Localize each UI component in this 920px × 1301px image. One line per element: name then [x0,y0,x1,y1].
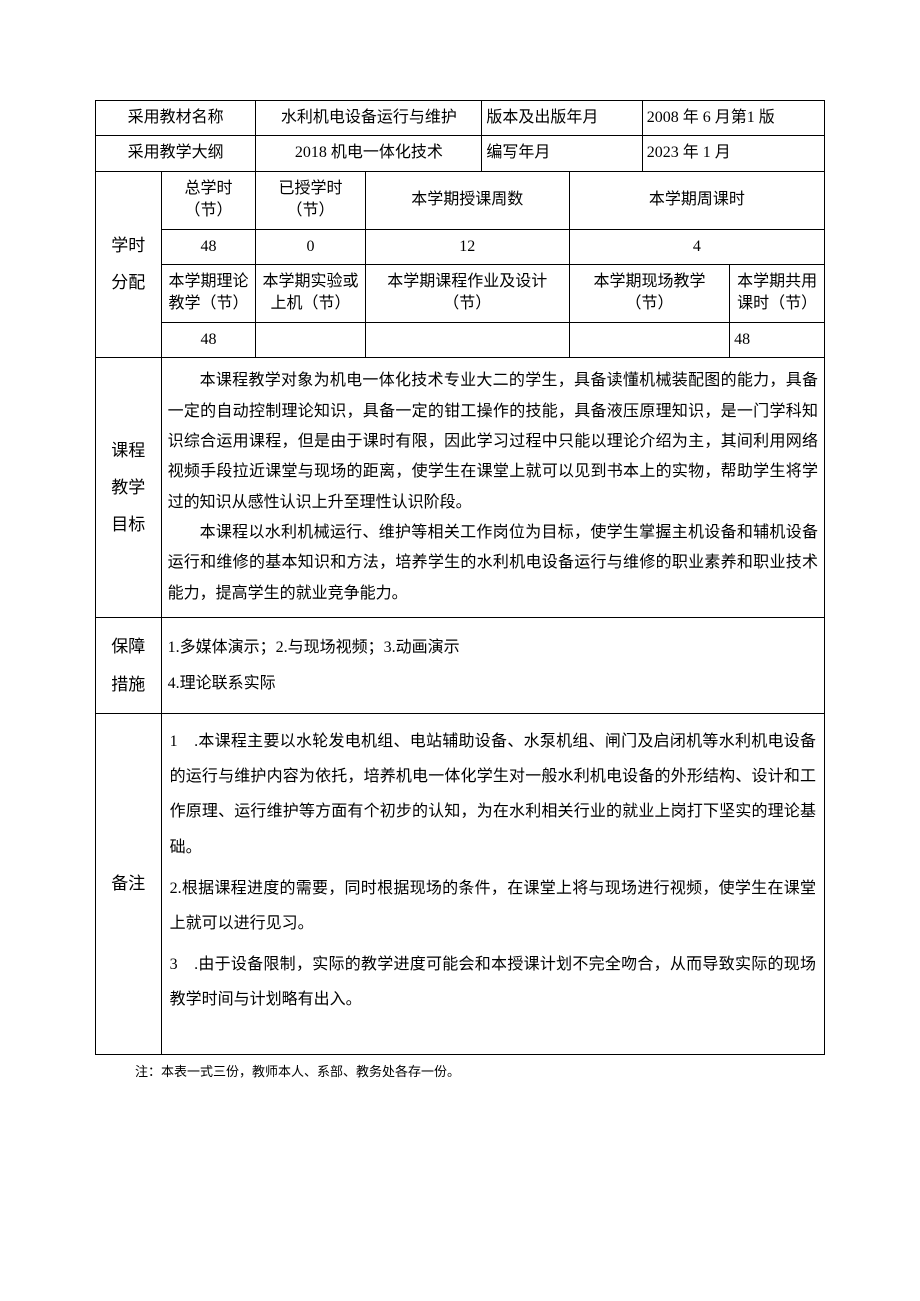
theory-hours-value: 48 [161,322,256,357]
edition-value: 2008 年 6 月第1 版 [642,101,824,136]
remark-item-2: 2.根据课程进度的需要，同时根据现场的条件，在课堂上将与现场进行视频，使学生在课… [170,871,816,941]
lab-hours-value [256,322,365,357]
syllabus-label: 采用教学大纲 [96,136,256,171]
weekly-hours-value: 4 [569,229,824,264]
goal-paragraph-1: 本课程教学对象为机电一体化技术专业大二的学生，具备读懂机械装配图的能力，具备一定… [162,358,824,518]
edition-label: 版本及出版年月 [482,101,642,136]
table-row: 备注 1 .本课程主要以水轮发电机组、电站辅助设备、水泵机组、闸门及启闭机等水利… [96,714,825,1055]
remark-content: 1 .本课程主要以水轮发电机组、电站辅助设备、水泵机组、闸门及启闭机等水利机电设… [161,714,824,1055]
safeguard-line-2: 4.理论联系实际 [168,666,818,701]
total-hours-value: 48 [161,229,256,264]
homework-hours-label: 本学期课程作业及设计（节） [365,264,569,322]
footnote-text: 注：本表一式三份，教师本人、系部、教务处各存一份。 [95,1061,825,1080]
safeguard-label: 保障 措施 [96,618,162,714]
remark-label: 备注 [96,714,162,1055]
remark-item-1: 1 .本课程主要以水轮发电机组、电站辅助设备、水泵机组、闸门及启闭机等水利机电设… [170,724,816,865]
weeks-label: 本学期授课周数 [365,171,569,229]
textbook-name-value: 水利机电设备运行与维护 [256,101,482,136]
textbook-name-label: 采用教材名称 [96,101,256,136]
table-row: 本学期理论教学（节） 本学期实验或上机（节） 本学期课程作业及设计（节） 本学期… [96,264,825,322]
document-page: 采用教材名称 水利机电设备运行与维护 版本及出版年月 2008 年 6 月第1 … [0,0,920,1140]
field-hours-value [569,322,729,357]
compile-date-value: 2023 年 1 月 [642,136,824,171]
shared-hours-value: 48 [730,322,825,357]
table-row: 采用教材名称 水利机电设备运行与维护 版本及出版年月 2008 年 6 月第1 … [96,101,825,136]
table-row: 48 48 [96,322,825,357]
theory-hours-label: 本学期理论教学（节） [161,264,256,322]
weekly-hours-label: 本学期周课时 [569,171,824,229]
table-row: 48 0 12 4 [96,229,825,264]
table-row: 学时 分配 总学时（节） 已授学时（节） 本学期授课周数 本学期周课时 [96,171,825,229]
table-row: 采用教学大纲 2018 机电一体化技术 编写年月 2023 年 1 月 [96,136,825,171]
field-hours-label: 本学期现场教学（节） [569,264,729,322]
syllabus-value: 2018 机电一体化技术 [256,136,482,171]
lab-hours-label: 本学期实验或上机（节） [256,264,365,322]
safeguard-content: 1.多媒体演示；2.与现场视频；3.动画演示 4.理论联系实际 [161,618,824,714]
table-row: 课程 教学 目标 本课程教学对象为机电一体化技术专业大二的学生，具备读懂机械装配… [96,358,825,618]
table-row: 保障 措施 1.多媒体演示；2.与现场视频；3.动画演示 4.理论联系实际 [96,618,825,714]
course-info-table: 采用教材名称 水利机电设备运行与维护 版本及出版年月 2008 年 6 月第1 … [95,100,825,1055]
remark-item-3: 3 .由于设备限制，实际的教学进度可能会和本授课计划不完全吻合，从而导致实际的现… [170,947,816,1017]
goal-label: 课程 教学 目标 [96,358,162,618]
goal-paragraph-2: 本课程以水利机械运行、维护等相关工作岗位为目标，使学生掌握主机设备和辅机设备运行… [162,518,824,617]
safeguard-line-1: 1.多媒体演示；2.与现场视频；3.动画演示 [168,630,818,665]
hours-section-label: 学时 分配 [96,171,162,357]
goal-content: 本课程教学对象为机电一体化技术专业大二的学生，具备读懂机械装配图的能力，具备一定… [161,358,824,618]
compile-date-label: 编写年月 [482,136,642,171]
weeks-value: 12 [365,229,569,264]
taught-hours-value: 0 [256,229,365,264]
homework-hours-value [365,322,569,357]
total-hours-label: 总学时（节） [161,171,256,229]
taught-hours-label: 已授学时（节） [256,171,365,229]
shared-hours-label: 本学期共用课时（节） [730,264,825,322]
